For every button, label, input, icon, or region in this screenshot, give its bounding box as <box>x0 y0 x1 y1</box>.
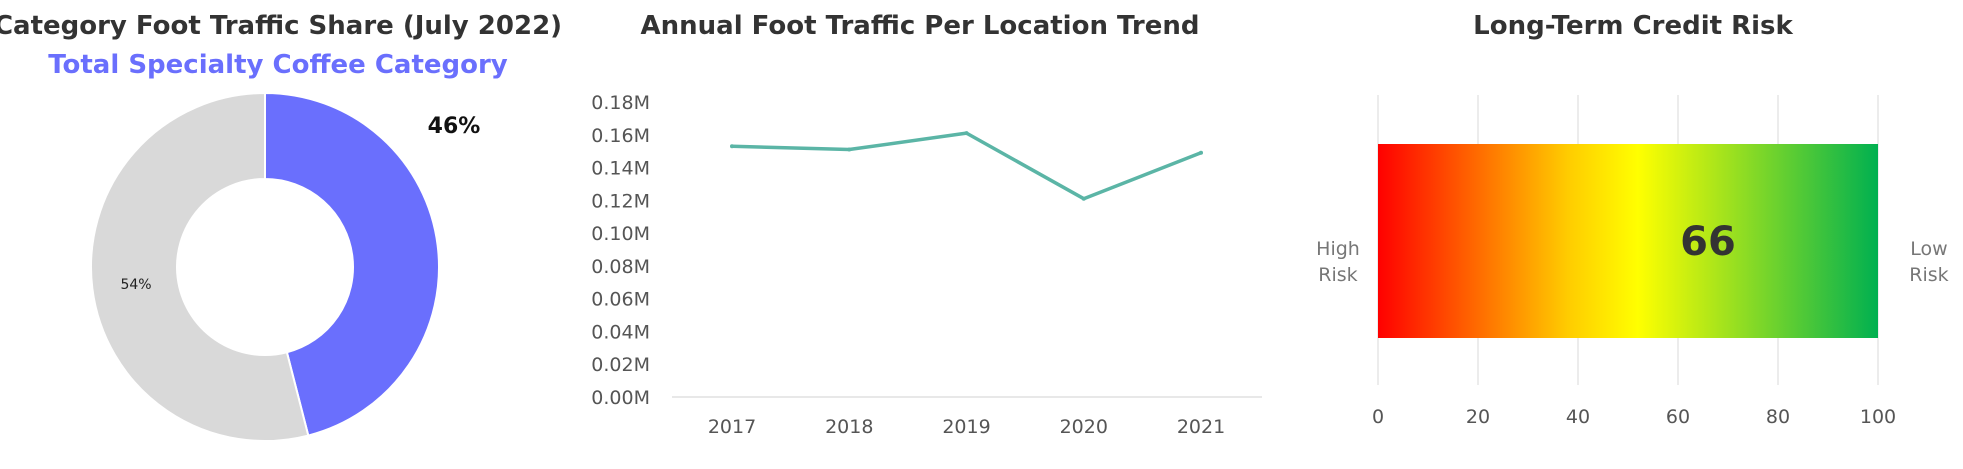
line-x-tick-label: 2018 <box>825 416 873 438</box>
line-y-tick-label: 0.04M <box>591 321 650 343</box>
credit-risk-x-tick-label: 0 <box>1372 406 1384 428</box>
donut-chart-panel: Category Foot Traffic Share (July 2022) … <box>0 11 562 442</box>
line-y-tick-label: 0.08M <box>591 256 650 278</box>
donut-slice-1 <box>89 91 310 442</box>
line-point <box>847 147 852 152</box>
line-y-tick-label: 0.14M <box>591 158 650 180</box>
credit-risk-x-tick-label: 60 <box>1666 406 1690 428</box>
line-y-tick-label: 0.18M <box>591 92 650 114</box>
credit-risk-gradient-bar <box>1378 144 1878 338</box>
donut-label-secondary: 54% <box>120 277 151 293</box>
line-x-axis: 2017 2018 2019 2020 2021 <box>708 416 1225 438</box>
line-point <box>1081 196 1086 201</box>
credit-risk-value: 66 <box>1680 219 1736 265</box>
donut-chart-subtitle: Total Specialty Coffee Category <box>48 50 508 80</box>
line-point <box>964 131 969 136</box>
line-y-tick-label: 0.12M <box>591 190 650 212</box>
line-series-0 <box>730 131 1203 201</box>
credit-risk-panel: Long-Term Credit Risk 66 High Risk Low R… <box>1316 11 1949 428</box>
line-point <box>1199 150 1203 155</box>
high-risk-label-line1: High <box>1316 238 1360 260</box>
credit-risk-x-tick-label: 80 <box>1766 406 1790 428</box>
credit-risk-x-tick-label: 40 <box>1566 406 1590 428</box>
line-chart-panel: Annual Foot Traffic Per Location Trend 0… <box>591 11 1262 438</box>
line-series-group <box>730 131 1203 201</box>
low-risk-label-line2: Risk <box>1909 264 1948 286</box>
line-y-tick-label: 0.10M <box>591 223 650 245</box>
line-y-tick-label: 0.06M <box>591 289 650 311</box>
low-risk-label-line1: Low <box>1910 238 1947 260</box>
line-y-tick-label: 0.00M <box>591 387 650 409</box>
line-x-tick-label: 2017 <box>708 416 756 438</box>
high-risk-label-line2: Risk <box>1318 264 1357 286</box>
line-y-axis: 0.00M 0.02M 0.04M 0.06M 0.08M 0.10M 0.12M 0.14M… <box>591 92 650 409</box>
line-point <box>730 144 734 149</box>
line-x-tick-label: 2021 <box>1177 416 1225 438</box>
donut-chart-title: Category Foot Traffic Share (July 2022) <box>0 11 562 41</box>
line-y-tick-label: 0.16M <box>591 125 650 147</box>
line-chart-title: Annual Foot Traffic Per Location Trend <box>641 11 1200 41</box>
credit-risk-x-tick-label: 100 <box>1860 406 1896 428</box>
line-y-tick-label: 0.02M <box>591 354 650 376</box>
credit-risk-title: Long-Term Credit Risk <box>1473 11 1793 41</box>
donut-label-primary: 46% <box>428 114 481 139</box>
line-x-tick-label: 2019 <box>942 416 990 438</box>
donut-slices <box>89 91 440 442</box>
credit-risk-x-tick-label: 20 <box>1466 406 1490 428</box>
line-x-tick-label: 2020 <box>1060 416 1108 438</box>
donut-slice-0 <box>264 91 440 437</box>
credit-risk-x-axis: 0 20 40 60 80 100 <box>1372 406 1896 428</box>
